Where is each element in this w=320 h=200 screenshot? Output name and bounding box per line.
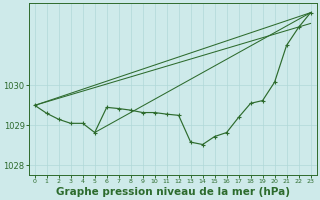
X-axis label: Graphe pression niveau de la mer (hPa): Graphe pression niveau de la mer (hPa) [56, 187, 290, 197]
